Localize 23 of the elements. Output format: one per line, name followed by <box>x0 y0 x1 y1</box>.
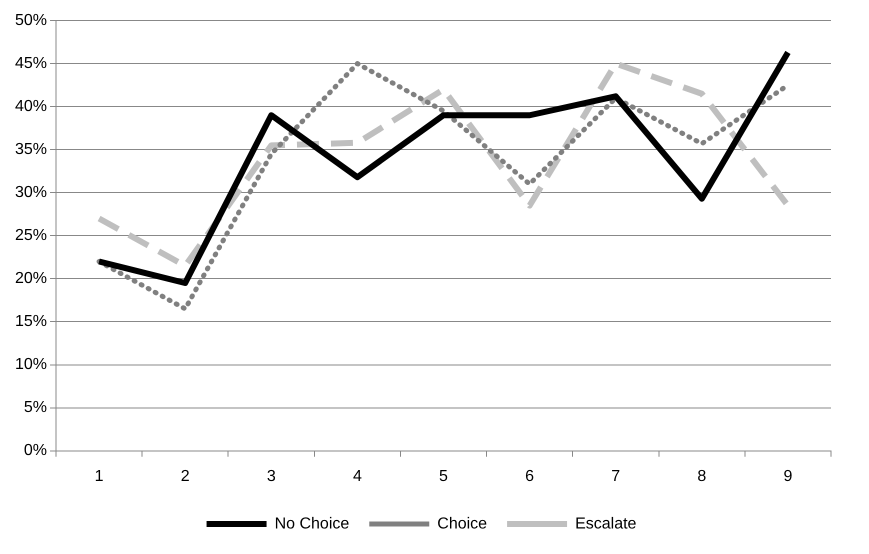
x-tick-label: 3 <box>266 468 276 485</box>
y-tick-label: 10% <box>14 356 48 374</box>
y-tick-label: 15% <box>14 313 48 330</box>
x-tick-label: 5 <box>439 468 448 485</box>
legend-label: Escalate <box>575 515 637 532</box>
y-tick-label: 25% <box>14 227 48 244</box>
y-tick-label: 5% <box>24 399 48 416</box>
x-tick-label: 2 <box>180 468 190 485</box>
x-tick-label: 4 <box>352 468 362 485</box>
legend-label: Choice <box>437 515 488 532</box>
x-tick-label: 8 <box>697 468 706 485</box>
y-tick-label: 45% <box>14 55 48 72</box>
y-tick-label: 0% <box>24 442 48 460</box>
x-tick-label: 7 <box>611 468 620 485</box>
y-tick-label: 40% <box>14 98 48 116</box>
y-tick-label: 30% <box>14 184 48 202</box>
x-tick-label: 9 <box>783 468 792 485</box>
x-tick-label: 1 <box>94 468 104 485</box>
x-tick-label: 6 <box>525 468 534 485</box>
y-tick-label: 20% <box>14 270 48 288</box>
y-tick-label: 35% <box>14 141 48 158</box>
legend-label: No Choice <box>274 515 350 532</box>
y-tick-label: 50% <box>14 12 48 30</box>
